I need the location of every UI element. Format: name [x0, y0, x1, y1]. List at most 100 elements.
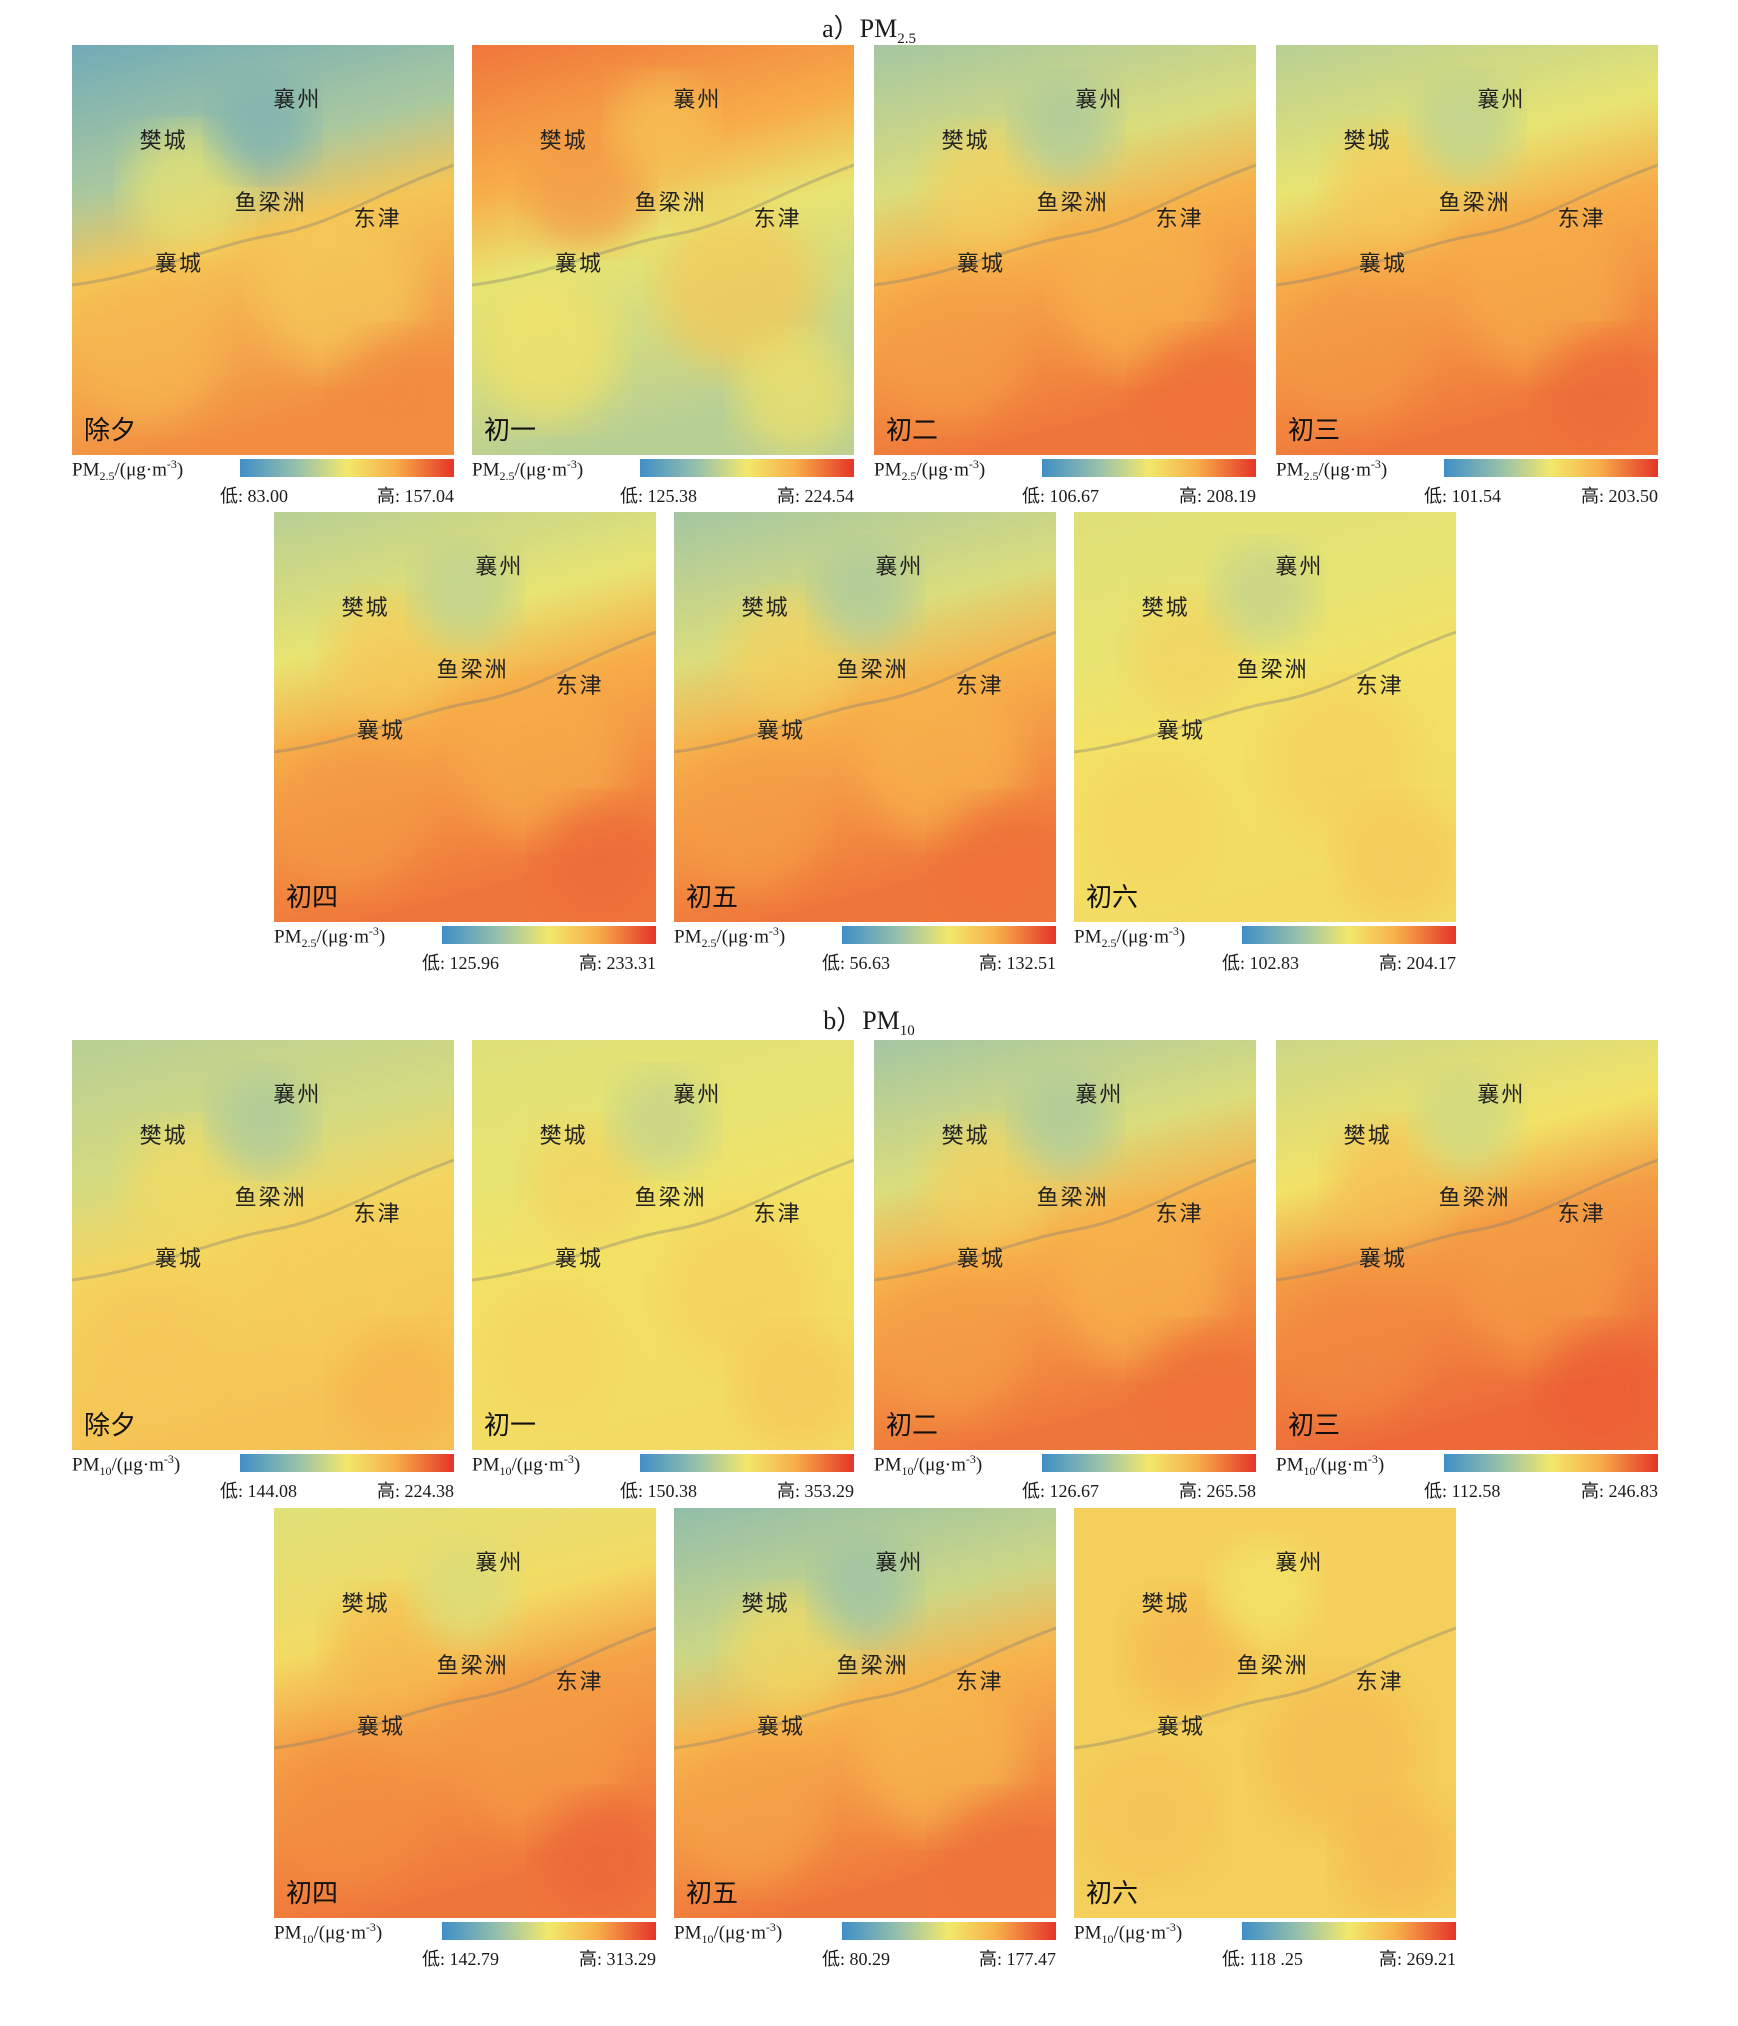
map-panel: 襄州 樊城 鱼梁洲 东津 襄城 初三 PM2.5/(μg·m-3) 低: 101.54 高: 2…: [1276, 45, 1658, 515]
concentration-patch: [1080, 1745, 1221, 1886]
legend-low-value: 低: 142.79: [422, 1949, 500, 1969]
place-label: 东津: [1557, 1202, 1606, 1228]
heatmap: 襄州 樊城 鱼梁洲 东津 襄城 初三: [1276, 45, 1658, 455]
legend-low-value: 低: 80.29: [822, 1949, 891, 1969]
day-label: 初三: [1288, 416, 1341, 446]
legend-high-value: 高: 157.04: [376, 486, 454, 506]
legend-unit-part: -3: [365, 1920, 376, 1934]
place-label: 襄州: [673, 1083, 722, 1109]
day-label: 除夕: [84, 416, 137, 446]
map-panel: 襄州 樊城 鱼梁洲 东津 襄城 初三 PM10/(μg·m-3) 低: 112.58 高: 24…: [1276, 1040, 1658, 1510]
river-line: [72, 163, 454, 287]
legend-unit-part: ): [378, 926, 386, 948]
day-label: 初一: [484, 1411, 537, 1441]
place-label: 襄州: [273, 1083, 322, 1109]
day-label: 初三: [1288, 1411, 1341, 1441]
legend-low-value: 低: 83.00: [220, 486, 289, 506]
concentration-patch: [213, 77, 313, 177]
legend-low-value: 低: 125.96: [422, 953, 500, 973]
heatmap: 襄州 樊城 鱼梁洲 东津 襄城 初一: [472, 45, 854, 455]
heatmap: 襄州 樊城 鱼梁洲 东津 襄城 初六: [1074, 1508, 1456, 1918]
place-label: 樊城: [1141, 1592, 1190, 1618]
legend-unit-part: /(μg·m: [111, 1454, 164, 1476]
concentration-patch: [538, 1796, 656, 1917]
legend-unit-part: -3: [965, 1452, 976, 1466]
heatmap-svg: [874, 1040, 1256, 1450]
legend-unit-part: -3: [968, 457, 979, 471]
section-title-text: b）PM: [823, 1006, 900, 1035]
colorbar: [640, 1454, 854, 1472]
concentration-patch: [461, 678, 622, 838]
concentration-patch: [680, 749, 821, 890]
concentration-patch: [1282, 282, 1423, 423]
concentration-patch: [336, 333, 454, 454]
place-label: 鱼梁洲: [1438, 1185, 1511, 1211]
legend-unit-label: PM10/(μg·m-3): [472, 1452, 580, 1479]
legend-unit-part: PM: [472, 459, 500, 481]
concentration-patch: [659, 1206, 820, 1366]
legend-unit-part: PM: [874, 1454, 902, 1476]
legend-unit-part: PM: [1074, 1922, 1102, 1944]
legend-unit-part: PM: [274, 926, 302, 948]
day-label: 初五: [686, 883, 739, 913]
concentration-patch: [1061, 211, 1222, 371]
legend-low-value: 低: 56.63: [822, 953, 891, 973]
concentration-patch: [336, 1328, 454, 1449]
colorbar: [1242, 926, 1456, 944]
legend-unit-label: PM2.5/(μg·m-3): [274, 924, 385, 951]
river-line: [674, 1626, 1056, 1750]
heatmap-svg: [674, 512, 1056, 922]
heatmap: 襄州 樊城 鱼梁洲 东津 襄城 初三: [1276, 1040, 1658, 1450]
place-label: 襄城: [956, 252, 1005, 278]
place-label: 襄州: [875, 555, 924, 581]
concentration-patch: [728, 595, 849, 716]
legend-unit-label: PM10/(μg·m-3): [1074, 1920, 1182, 1947]
concentration-patch: [880, 282, 1021, 423]
legend-high-value: 高: 224.38: [376, 1481, 454, 1501]
heatmap-svg: [1276, 1040, 1658, 1450]
river-line: [1074, 630, 1456, 754]
map-panel: 襄州 樊城 鱼梁洲 东津 襄城 除夕 PM2.5/(μg·m-3) 低: 83.00 高: 15…: [72, 45, 454, 515]
place-label: 东津: [1355, 674, 1404, 700]
heatmap-svg: [1074, 512, 1456, 922]
concentration-patch: [280, 749, 421, 890]
legend-unit-part: ): [975, 1454, 983, 1476]
river-line: [1276, 1158, 1658, 1282]
place-label: 襄城: [956, 1247, 1005, 1273]
place-label: 东津: [1155, 1202, 1204, 1228]
heatmap: 襄州 樊城 鱼梁洲 东津 襄城 初二: [874, 1040, 1256, 1450]
concentration-patch: [1338, 800, 1456, 921]
legend-unit-part: PM: [674, 926, 702, 948]
heatmap-svg: [472, 1040, 854, 1450]
place-label: 襄州: [1075, 1083, 1124, 1109]
river-line: [274, 1626, 656, 1750]
place-label: 东津: [353, 1202, 402, 1228]
day-label: 初二: [886, 1411, 939, 1441]
legend-unit-part: 10: [701, 1932, 714, 1947]
legend-unit-part: /(μg·m: [913, 1454, 966, 1476]
concentration-patch: [938, 1796, 1056, 1917]
concentration-patch: [1261, 1674, 1422, 1834]
concentration-patch: [938, 800, 1056, 921]
legend-unit-part: ): [576, 459, 584, 481]
legend-unit-part: -3: [566, 457, 577, 471]
concentration-patch: [126, 1123, 247, 1244]
map-panel: 襄州 樊城 鱼梁洲 东津 襄城 初五 PM10/(μg·m-3) 低: 80.29 高: 177…: [674, 1508, 1056, 1978]
concentration-patch: [78, 282, 219, 423]
section-title-subscript: 10: [899, 1023, 915, 1040]
legend-unit-part: ): [375, 1922, 383, 1944]
colorbar: [1042, 459, 1256, 477]
place-label: 襄州: [1477, 88, 1526, 114]
legend-unit-label: PM2.5/(μg·m-3): [1276, 457, 1387, 484]
concentration-patch: [880, 1277, 1021, 1418]
place-label: 襄城: [756, 1715, 805, 1741]
place-label: 襄城: [756, 719, 805, 745]
concentration-patch: [526, 1123, 647, 1244]
place-label: 鱼梁洲: [634, 1185, 707, 1211]
concentration-patch: [736, 333, 854, 454]
concentration-patch: [613, 1072, 713, 1172]
heatmap-svg: [1276, 45, 1658, 455]
legend-unit-part: -3: [368, 924, 379, 938]
place-label: 樊城: [941, 1124, 990, 1150]
legend-unit-part: 10: [1303, 1464, 1316, 1479]
